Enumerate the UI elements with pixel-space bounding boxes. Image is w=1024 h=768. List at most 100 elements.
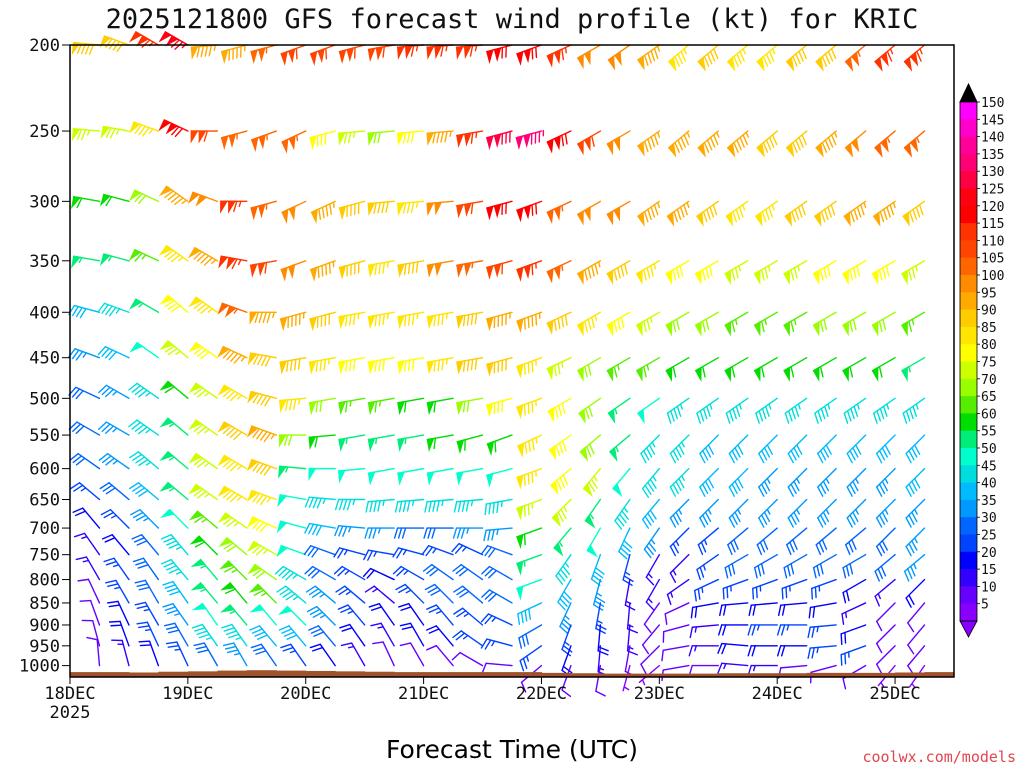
barb-feather	[905, 452, 912, 464]
barb-half-feather	[204, 462, 210, 467]
wind-barb	[453, 498, 484, 513]
wind-barb	[128, 248, 160, 262]
barb-half-feather	[884, 477, 889, 484]
wind-barb	[480, 638, 513, 650]
barb-feather	[853, 405, 859, 417]
barb-half-feather	[561, 361, 564, 368]
barb-half-feather	[911, 318, 915, 326]
barb-feather	[343, 131, 348, 144]
wind-barb	[817, 498, 837, 528]
wind-barb	[309, 311, 336, 332]
wind-barb	[722, 578, 749, 600]
barb-feather	[675, 267, 680, 279]
colorbar-swatch	[960, 205, 977, 224]
barb-feather	[796, 444, 803, 455]
barb-pennant	[871, 321, 879, 337]
wind-barb	[871, 356, 896, 382]
barb-feather	[789, 541, 795, 553]
wind-barb	[666, 578, 690, 606]
wind-barb	[367, 260, 395, 278]
colorbar-label: 150	[981, 96, 1004, 111]
wind-barb	[777, 602, 808, 617]
barb-feather	[705, 318, 710, 331]
x-tick-label: 24DEC	[752, 684, 803, 704]
barb-feather	[650, 50, 656, 62]
barb-feather	[382, 46, 385, 58]
barb-feather	[196, 459, 207, 468]
barb-feather	[676, 208, 682, 220]
barb-feather	[141, 39, 151, 48]
wind-barb	[338, 434, 366, 453]
barb-feather	[649, 509, 657, 520]
barb-feather	[790, 269, 795, 281]
wind-barb	[902, 397, 926, 424]
barb-pennant	[901, 321, 908, 337]
barb-half-feather	[919, 48, 923, 55]
barb-pennant	[195, 194, 208, 207]
barb-feather	[165, 641, 178, 645]
barb-feather	[426, 566, 436, 575]
barb-pennant	[246, 458, 259, 472]
barb-feather	[781, 587, 784, 600]
barb-feather	[411, 358, 415, 371]
barb-feather	[135, 487, 146, 495]
barb-feather	[907, 644, 915, 655]
barb-feather	[321, 206, 325, 219]
y-tick-label: 200	[29, 36, 60, 56]
barb-feather	[226, 491, 236, 501]
barb-feather	[553, 364, 557, 377]
barb-feather	[672, 542, 679, 554]
y-tick-label: 500	[29, 389, 60, 409]
wind-barb	[456, 311, 484, 330]
barb-feather	[160, 558, 172, 565]
barb-feather	[466, 400, 470, 412]
barb-half-feather	[332, 201, 335, 209]
wind-barb	[812, 311, 837, 337]
barb-pennant	[396, 202, 405, 217]
barb-feather	[166, 587, 179, 593]
y-tick-label: 550	[29, 426, 60, 446]
barb-pennant	[338, 314, 347, 330]
barb-feather	[840, 633, 843, 645]
wind-barb	[690, 602, 719, 619]
wind-barb	[784, 397, 808, 424]
barb-feather	[193, 457, 204, 466]
barb-half-feather	[112, 390, 118, 396]
wind-barb	[111, 639, 130, 667]
barb-pennant	[159, 339, 174, 351]
barb-feather	[699, 486, 706, 497]
wind-barb	[308, 625, 336, 647]
wind-barb	[250, 44, 277, 65]
barb-feather	[374, 360, 378, 372]
wind-barb	[817, 434, 837, 464]
barb-feather	[756, 544, 763, 556]
barb-feather	[303, 545, 312, 555]
barb-half-feather	[694, 626, 698, 633]
barb-feather	[79, 599, 92, 602]
barb-pennant	[188, 483, 203, 495]
barb-feather	[559, 625, 569, 635]
barb-feather	[230, 352, 239, 362]
barb-half-feather	[344, 569, 350, 575]
barb-pennant	[128, 248, 142, 261]
colorbar-label: 15	[981, 563, 997, 578]
wind-barb	[128, 382, 160, 400]
barb-pennant	[756, 142, 765, 158]
barb-half-feather	[886, 403, 890, 410]
colorbar-swatch	[960, 326, 977, 345]
barb-feather	[233, 354, 243, 364]
x-tick-label: 18DEC	[44, 684, 95, 704]
barb-pennant	[576, 210, 584, 226]
barb-feather	[426, 625, 438, 631]
barb-feather	[731, 562, 736, 575]
barb-feather	[848, 541, 854, 553]
barb-feather	[174, 127, 184, 138]
barb-half-feather	[816, 625, 819, 633]
barb-pennant	[902, 211, 910, 227]
barb-feather	[370, 606, 383, 611]
barb-half-feather	[825, 508, 830, 515]
barb-feather	[377, 201, 381, 214]
barb-pennant	[576, 139, 584, 156]
barb-half-feather	[204, 493, 210, 498]
wind-barb	[73, 532, 101, 556]
